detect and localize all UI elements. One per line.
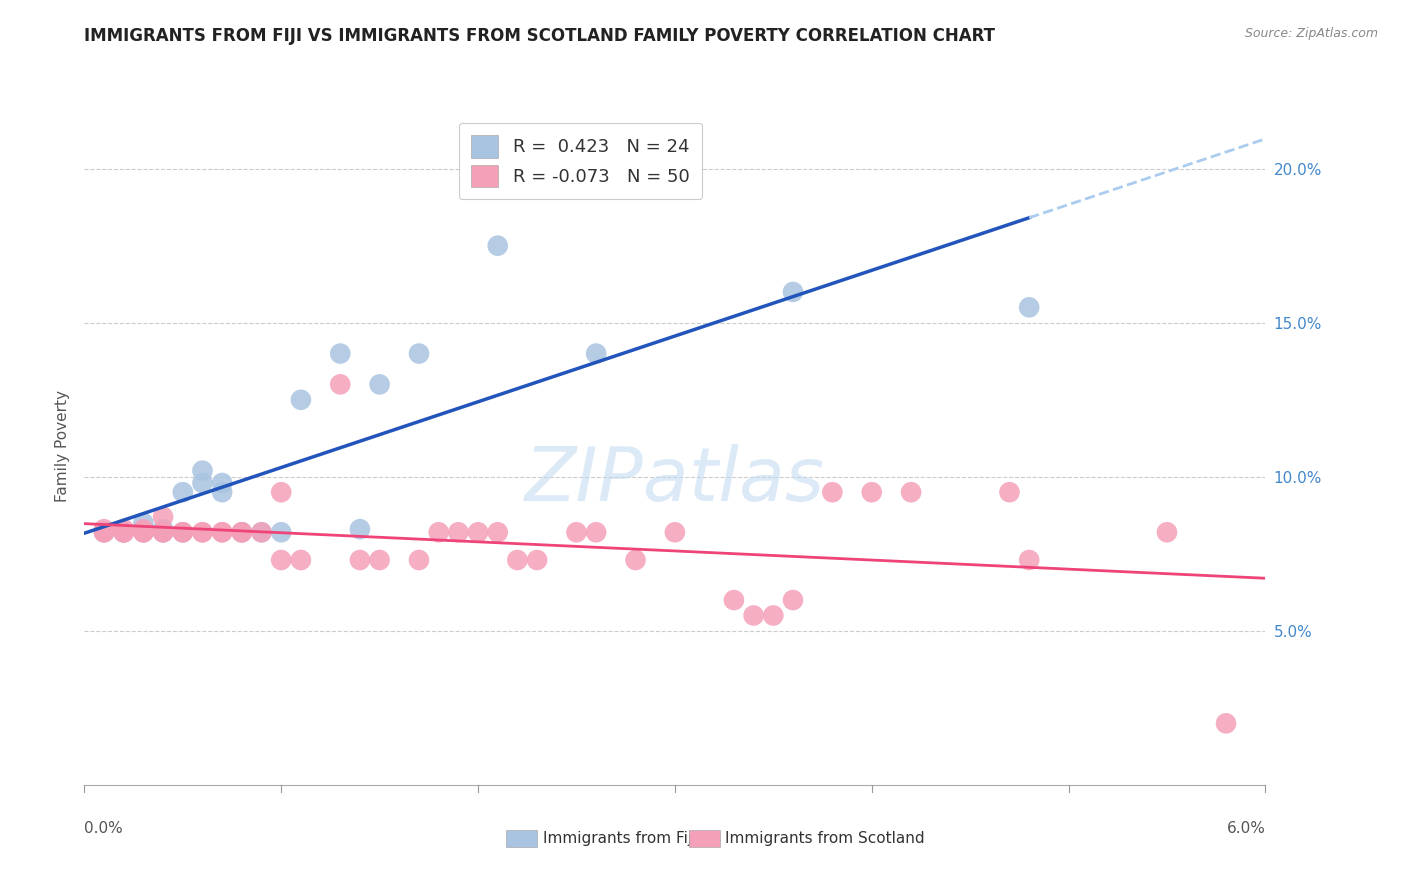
Point	[172, 525, 194, 540]
Point	[349, 553, 371, 567]
Point	[112, 525, 135, 540]
Point	[742, 608, 765, 623]
Point	[900, 485, 922, 500]
Text: Source: ZipAtlas.com: Source: ZipAtlas.com	[1244, 27, 1378, 40]
Point	[172, 525, 194, 540]
Point	[132, 516, 155, 530]
Point	[624, 553, 647, 567]
Point	[447, 525, 470, 540]
Point	[526, 553, 548, 567]
Point	[112, 522, 135, 536]
Point	[486, 525, 509, 540]
Point	[172, 525, 194, 540]
Point	[585, 525, 607, 540]
Point	[93, 525, 115, 540]
Point	[1018, 301, 1040, 315]
Text: ZIPatlas: ZIPatlas	[524, 444, 825, 516]
Point	[152, 509, 174, 524]
Point	[408, 346, 430, 360]
Point	[250, 525, 273, 540]
Point	[427, 525, 450, 540]
Point	[270, 485, 292, 500]
Point	[231, 525, 253, 540]
Point	[112, 525, 135, 540]
Point	[782, 285, 804, 299]
Point	[191, 525, 214, 540]
Text: 6.0%: 6.0%	[1226, 821, 1265, 836]
Point	[762, 608, 785, 623]
Point	[368, 377, 391, 392]
Text: Immigrants from Scotland: Immigrants from Scotland	[725, 831, 925, 846]
Point	[132, 525, 155, 540]
Point	[112, 525, 135, 540]
Point	[585, 346, 607, 360]
Point	[211, 485, 233, 500]
Point	[211, 475, 233, 490]
Point	[132, 525, 155, 540]
Text: 0.0%: 0.0%	[84, 821, 124, 836]
Point	[723, 593, 745, 607]
Point	[486, 238, 509, 252]
Legend: R =  0.423   N = 24, R = -0.073   N = 50: R = 0.423 N = 24, R = -0.073 N = 50	[458, 123, 702, 200]
Point	[664, 525, 686, 540]
Point	[152, 525, 174, 540]
Point	[506, 553, 529, 567]
Point	[290, 553, 312, 567]
Point	[211, 525, 233, 540]
Point	[172, 485, 194, 500]
Point	[191, 464, 214, 478]
Point	[368, 553, 391, 567]
Point	[467, 525, 489, 540]
Point	[1156, 525, 1178, 540]
Point	[112, 525, 135, 540]
Point	[250, 525, 273, 540]
Point	[93, 522, 115, 536]
Point	[132, 525, 155, 540]
Point	[565, 525, 588, 540]
Point	[191, 525, 214, 540]
Point	[211, 525, 233, 540]
Point	[152, 522, 174, 536]
Point	[93, 525, 115, 540]
Text: IMMIGRANTS FROM FIJI VS IMMIGRANTS FROM SCOTLAND FAMILY POVERTY CORRELATION CHAR: IMMIGRANTS FROM FIJI VS IMMIGRANTS FROM …	[84, 27, 995, 45]
Point	[290, 392, 312, 407]
Point	[329, 377, 352, 392]
Point	[152, 525, 174, 540]
Point	[782, 593, 804, 607]
Point	[408, 553, 430, 567]
Point	[821, 485, 844, 500]
Point	[132, 522, 155, 536]
Point	[270, 553, 292, 567]
Point	[860, 485, 883, 500]
Point	[1018, 553, 1040, 567]
Point	[231, 525, 253, 540]
Point	[93, 525, 115, 540]
Point	[329, 346, 352, 360]
Point	[231, 525, 253, 540]
Text: Immigrants from Fiji: Immigrants from Fiji	[543, 831, 696, 846]
Point	[191, 475, 214, 490]
Point	[1215, 716, 1237, 731]
Point	[998, 485, 1021, 500]
Y-axis label: Family Poverty: Family Poverty	[55, 390, 70, 502]
Point	[152, 525, 174, 540]
Point	[270, 525, 292, 540]
Point	[349, 522, 371, 536]
